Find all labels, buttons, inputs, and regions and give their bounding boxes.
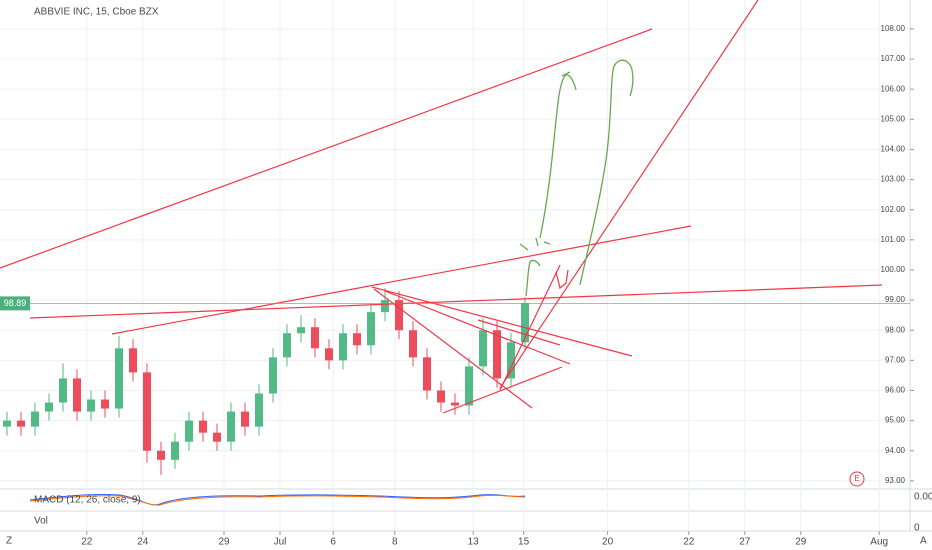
candle-body	[423, 357, 431, 391]
y-tick-label: 97.00	[885, 355, 906, 364]
y-tick-label: 108.00	[881, 24, 906, 33]
candle-body	[395, 300, 403, 331]
candle-body	[325, 348, 333, 361]
y-tick-label: 95.00	[885, 416, 906, 425]
vol-label: Vol	[34, 516, 48, 527]
candle-body	[381, 300, 389, 313]
last-price-label: 98.89	[4, 298, 27, 308]
chart-title: ABBVIE INC, 15, Cboe BZX	[34, 7, 159, 18]
candle-body	[493, 330, 501, 379]
macd-label: MACD (12, 26, close, 9)	[34, 495, 141, 506]
y-tick-label: 106.00	[881, 84, 906, 93]
grid	[0, 0, 910, 531]
y-tick-label: 103.00	[881, 175, 906, 184]
x-tick-label: 13	[468, 537, 480, 548]
macd-line	[29, 493, 526, 506]
candle-body	[255, 393, 263, 427]
candle-body	[213, 432, 221, 442]
y-tick-label: 104.00	[881, 145, 906, 154]
x-tick-label: 22	[81, 537, 93, 548]
candle-body	[409, 330, 417, 358]
macd-axis-label: 0.00	[914, 492, 932, 503]
candle-body	[241, 411, 249, 427]
x-tick-label: Jul	[274, 537, 287, 548]
trend-lines	[0, 0, 883, 414]
candle-body	[437, 390, 445, 403]
x-tick-label: 20	[602, 537, 614, 548]
x-tick-label: 15	[518, 537, 530, 548]
candle-body	[269, 357, 277, 394]
candle-body	[185, 420, 193, 442]
candle-body	[157, 450, 165, 460]
last-price-box	[0, 296, 30, 311]
x-tick-label: 29	[218, 537, 230, 548]
candle-body	[479, 330, 487, 367]
y-tick-label: 101.00	[881, 235, 906, 244]
y-tick-label: 107.00	[881, 54, 906, 63]
candle-body	[143, 372, 151, 451]
y-tick-label: 100.00	[881, 265, 906, 274]
candle-body	[367, 312, 375, 346]
y-tick-label: 94.00	[885, 446, 906, 455]
y-tick-label: 93.00	[885, 476, 906, 485]
candle-body	[507, 342, 515, 379]
candle-body	[521, 303, 529, 343]
y-tick-label: 98.00	[885, 325, 906, 334]
candle-body	[451, 402, 459, 406]
candle-body	[353, 333, 361, 346]
y-tick-label: 102.00	[881, 205, 906, 214]
corner-right: A	[920, 536, 927, 547]
x-tick-label: 6	[330, 537, 336, 548]
x-tick-label: Aug	[870, 537, 888, 548]
y-tick-label: 99.00	[885, 295, 906, 304]
corner-left: Z	[6, 536, 12, 547]
candle-body	[3, 420, 11, 427]
vol-axis-label: 0	[914, 523, 920, 534]
y-tick-label: 96.00	[885, 386, 906, 395]
candle-body	[31, 411, 39, 427]
candle-body	[45, 402, 53, 412]
candle-body	[87, 399, 95, 412]
x-tick-label: 29	[795, 537, 807, 548]
candle-body	[339, 333, 347, 361]
candle-body	[73, 378, 81, 412]
candle-body	[101, 399, 109, 409]
candle-body	[465, 366, 473, 406]
x-tick-label: 8	[392, 537, 398, 548]
candle-body	[283, 333, 291, 358]
signal-line	[29, 494, 526, 506]
earnings-circle	[849, 471, 865, 487]
candle-body	[129, 348, 137, 373]
candle-body	[171, 441, 179, 460]
candle-body	[297, 327, 305, 334]
y-tick-label: 105.00	[881, 114, 906, 123]
hand-drawn-arrows	[519, 59, 634, 297]
candle-body	[115, 348, 123, 409]
candle-body	[59, 378, 67, 403]
x-tick-label: 22	[683, 537, 695, 548]
candle-body	[17, 420, 25, 427]
candle-body	[227, 411, 235, 442]
earnings-marker: E	[854, 474, 859, 483]
x-tick-label: 24	[137, 537, 149, 548]
candle-body	[199, 420, 207, 433]
candles	[3, 288, 529, 475]
candle-body	[311, 327, 319, 349]
x-tick-label: 27	[739, 537, 751, 548]
labels: MACD (12, 26, close, 9) 0.00 Vol 0 ABBVI…	[6, 7, 932, 547]
